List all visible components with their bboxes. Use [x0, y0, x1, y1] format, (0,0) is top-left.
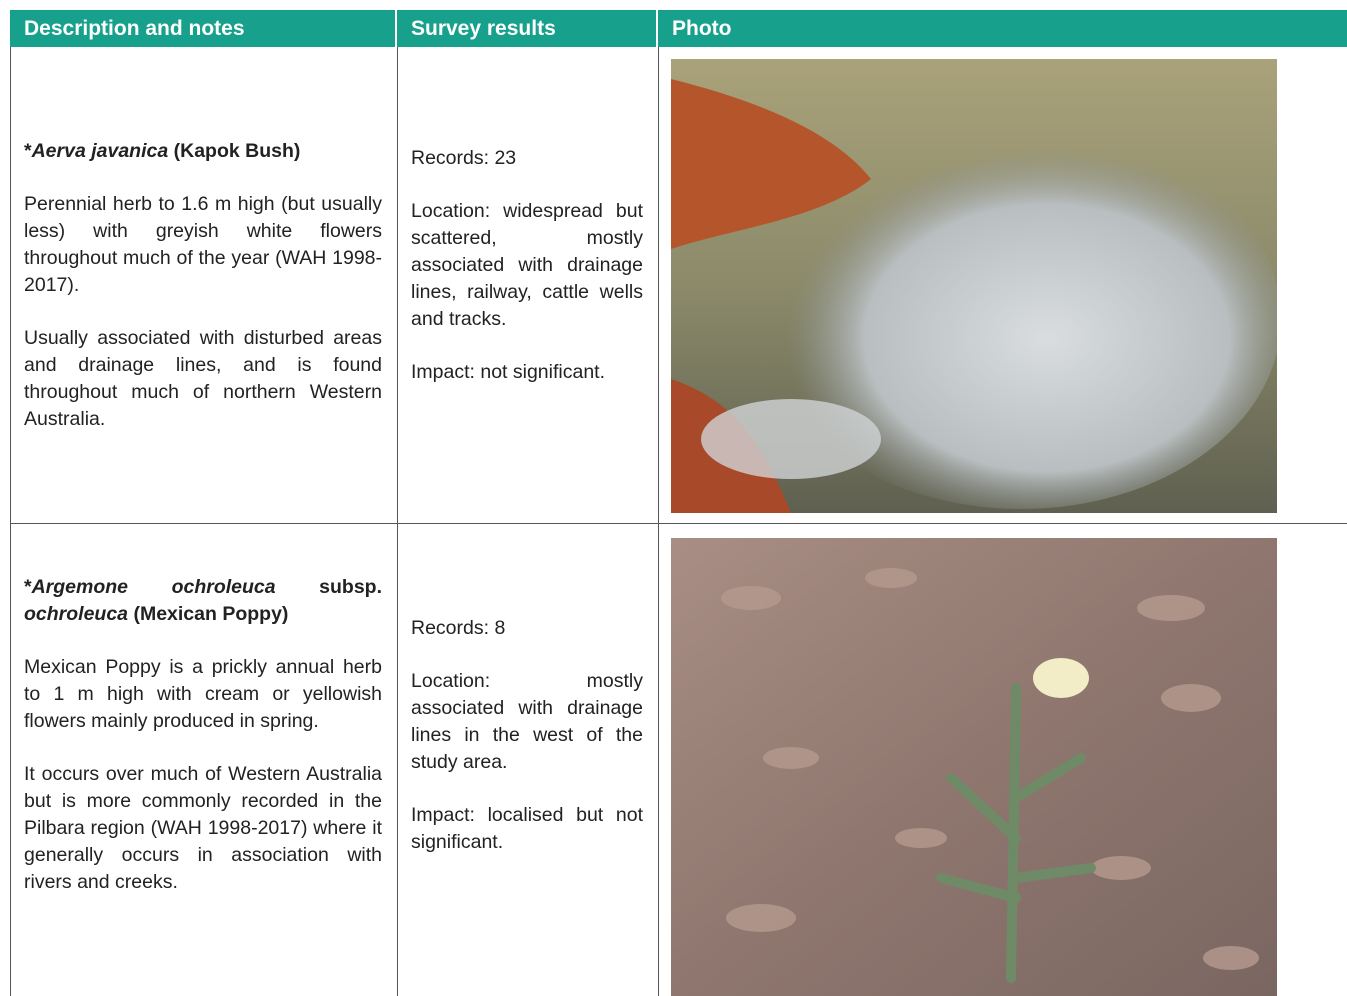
border	[658, 47, 659, 996]
result: Location: mostly associated with drainag…	[411, 670, 643, 773]
header-cell: Photo	[658, 10, 1347, 47]
result: Records: 8	[411, 617, 506, 639]
description-cell: *Argemone ochroleuca subsp. ochroleuca (…	[24, 524, 382, 996]
note: Usually associated with disturbed areas …	[24, 326, 382, 430]
title-part: subsp.	[275, 576, 382, 598]
results-cell: Records: 23 Location: widespread but sca…	[411, 47, 643, 523]
header-cell: Description and notes	[10, 10, 397, 47]
note: It occurs over much of Western Australia…	[24, 763, 382, 893]
species-title: *Argemone ochroleuca subsp. ochroleuca (…	[24, 574, 382, 628]
title-part: ochroleuca	[24, 603, 129, 625]
title-part: (Kapok Bush)	[168, 139, 301, 162]
note: Mexican Poppy is a prickly annual herb t…	[24, 656, 382, 732]
description-cell: *Aerva javanica (Kapok Bush) Perennial h…	[24, 47, 382, 523]
title-part: Argemone ochroleuca	[31, 576, 276, 598]
result: Location: widespread but scattered, most…	[411, 199, 643, 330]
result: Impact: localised but not significant.	[411, 804, 643, 853]
result: Records: 23	[411, 146, 517, 169]
title-part: *	[24, 139, 32, 162]
species-title: *Aerva javanica (Kapok Bush)	[24, 138, 382, 165]
border	[10, 523, 1347, 524]
title-part: (Mexican Poppy)	[128, 603, 289, 625]
results-cell: Records: 8 Location: mostly associated w…	[411, 524, 643, 996]
title-part: Aerva javanica	[31, 139, 169, 162]
border	[397, 47, 398, 996]
border	[10, 47, 11, 996]
photo	[671, 538, 1277, 996]
result: Impact: not significant.	[411, 360, 606, 383]
photo	[671, 59, 1277, 513]
species-table: Description and notes Survey results Pho…	[10, 10, 1347, 996]
header-cell: Survey results	[397, 10, 658, 47]
title-part: *	[24, 576, 32, 598]
note: Perennial herb to 1.6 m high (but usuall…	[24, 192, 382, 296]
